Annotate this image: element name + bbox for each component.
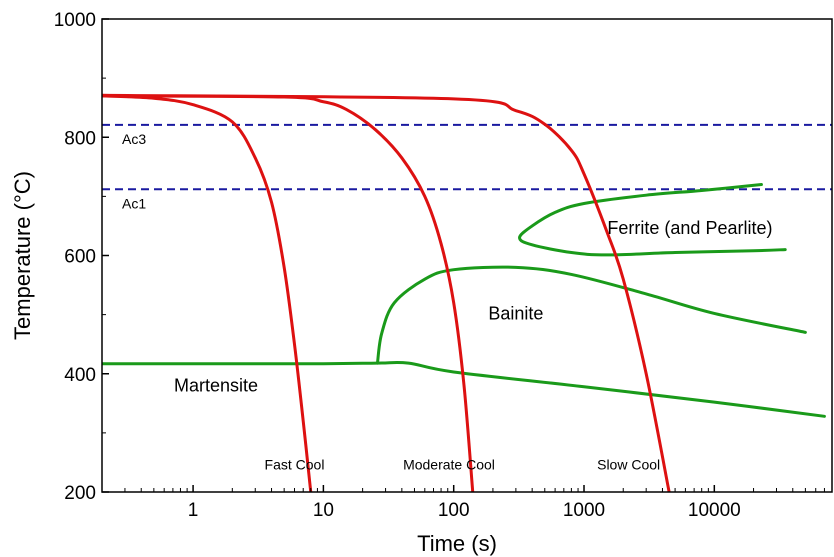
- cooling-curve-fast-cool: [102, 94, 313, 492]
- reference-label-ac1: Ac1: [122, 195, 146, 211]
- y-tick-label-600: 600: [64, 247, 96, 268]
- region-label-martensite: Martensite: [174, 375, 258, 395]
- axes: 1 10 100 1000 10000 200 400 600 800 1000 Time (s) T…: [10, 10, 833, 556]
- curve-label-moderate-cool: Moderate Cool: [403, 456, 495, 472]
- y-tick-label-800: 800: [64, 128, 96, 149]
- x-tick-label-100: 100: [438, 500, 470, 521]
- y-tick-label-200: 200: [64, 483, 96, 504]
- region-label-bainite: Bainite: [488, 303, 543, 323]
- region-label-ferrite-and-pearlite: Ferrite (and Pearlite): [607, 218, 772, 238]
- cooling-curve-slow-cool: [102, 93, 671, 492]
- curve-label-slow-cool: Slow Cool: [597, 456, 660, 472]
- transformation-curve-bainite: [375, 265, 807, 365]
- x-tick-label-1: 1: [188, 500, 199, 521]
- curve-label-fast-cool: Fast Cool: [265, 456, 325, 472]
- reference-label-ac3: Ac3: [122, 131, 146, 147]
- x-tick-label-10: 10: [313, 500, 334, 521]
- x-axis-title: Time (s): [417, 531, 497, 556]
- labels: Ac3 Ac1 Ferrite (and Pearlite) Bainite Marte…: [122, 131, 772, 473]
- transformation-curve-martensite: [102, 360, 826, 418]
- plot-content: [102, 93, 832, 492]
- y-tick-label-400: 400: [64, 365, 96, 386]
- transformation-curve-ferrite-and-pearlite: [518, 183, 787, 257]
- x-tick-label-10000: 10000: [688, 500, 741, 521]
- series-group: [102, 93, 832, 492]
- y-tick-label-1000: 1000: [54, 10, 96, 31]
- x-tick-label-1000: 1000: [563, 500, 605, 521]
- y-axis-title: Temperature (°C): [10, 171, 35, 340]
